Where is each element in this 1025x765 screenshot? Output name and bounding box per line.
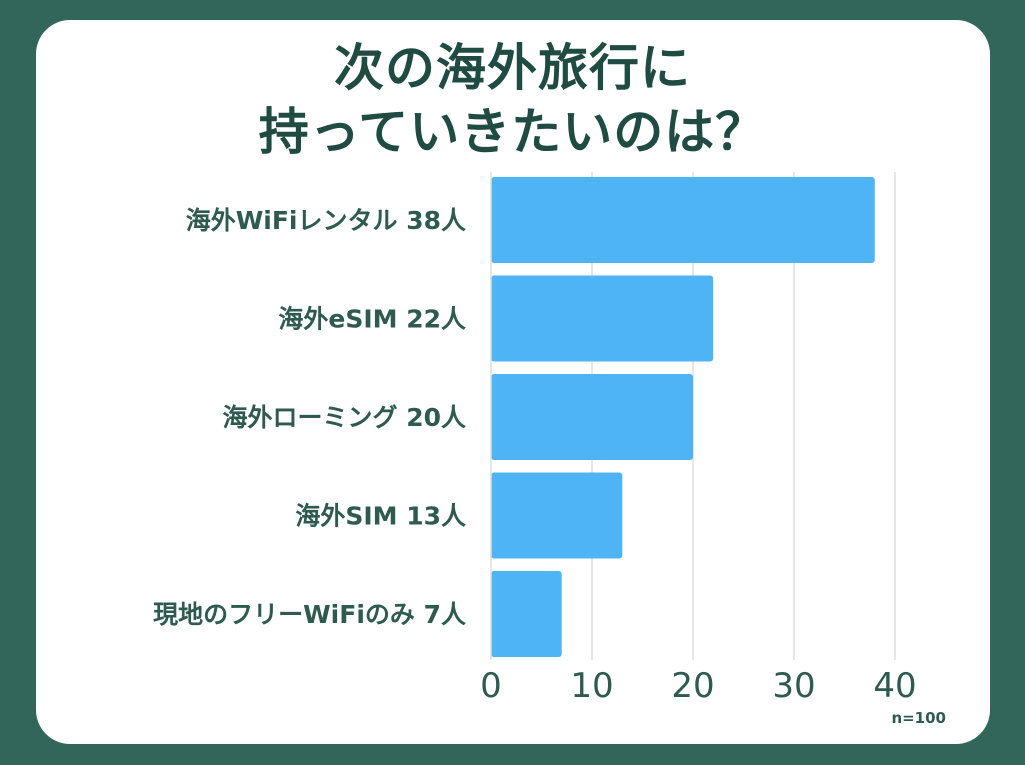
category-label: 海外eSIM 22人 (278, 305, 466, 334)
x-tick-label: 20 (671, 666, 714, 706)
x-tick-label: 30 (772, 666, 815, 706)
category-label: 海外WiFiレンタル 38人 (186, 206, 466, 235)
category-label: 海外ローミング 20人 (223, 403, 467, 432)
bar (491, 571, 562, 657)
chart-title: 次の海外旅行に 持っていきたいのは？ (0, 36, 1025, 164)
x-tick-label: 10 (570, 666, 613, 706)
bar (491, 275, 714, 362)
category-label: 現地のフリーWiFiのみ 7人 (153, 600, 466, 629)
bar (491, 472, 623, 559)
title-line-1: 次の海外旅行に (334, 39, 691, 97)
title-line-2: 持っていきたいのは？ (258, 103, 767, 161)
x-tick-label: 40 (873, 666, 916, 706)
category-label: 海外SIM 13人 (295, 502, 466, 531)
x-tick-label: 0 (480, 666, 502, 706)
sample-size-note: n=100 (891, 709, 946, 727)
bar (491, 177, 875, 263)
bar (491, 374, 693, 460)
